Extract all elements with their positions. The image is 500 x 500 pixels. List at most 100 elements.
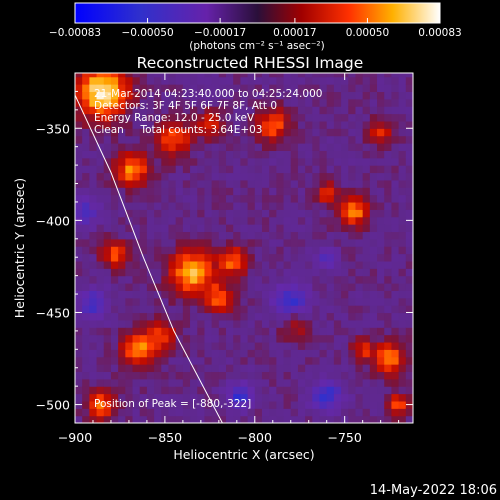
heatmap-cell (211, 341, 220, 350)
heatmap-cell (362, 157, 371, 166)
heatmap-cell (297, 393, 306, 402)
heatmap-cell (161, 356, 170, 365)
heatmap-cell (233, 297, 241, 306)
heatmap-cell (369, 297, 378, 306)
heatmap-cell (175, 216, 184, 225)
heatmap-cell (89, 194, 98, 203)
heatmap-cell (269, 305, 277, 314)
heatmap-cell (139, 209, 148, 218)
heatmap-cell (341, 76, 349, 85)
heatmap-cell (355, 120, 364, 129)
heatmap-cell (305, 290, 313, 299)
heatmap-cell (312, 356, 321, 365)
heatmap-cell (247, 106, 256, 115)
heatmap-cell (362, 400, 371, 409)
heatmap-cell (290, 290, 299, 299)
heatmap-cell (391, 349, 400, 358)
heatmap-cell (125, 275, 134, 284)
heatmap-cell (326, 194, 335, 203)
heatmap-cell (161, 386, 170, 395)
heatmap-cell (139, 231, 148, 240)
heatmap-cell (218, 349, 227, 358)
heatmap-cell (161, 238, 170, 247)
heatmap-cell (312, 260, 321, 269)
heatmap-cell (305, 113, 313, 122)
heatmap-cell (276, 319, 285, 328)
heatmap-cell (154, 76, 162, 85)
heatmap-cell (211, 334, 220, 343)
heatmap-cell (333, 201, 342, 210)
heatmap-cell (369, 334, 378, 343)
heatmap-cell (261, 400, 270, 409)
heatmap-cell (118, 378, 126, 387)
heatmap-cell (405, 179, 413, 188)
heatmap-cell (333, 143, 342, 151)
heatmap-cell (326, 106, 335, 115)
heatmap-cell (312, 209, 321, 218)
heatmap-cell (305, 371, 313, 380)
heatmap-cell (319, 179, 328, 188)
heatmap-cell (190, 305, 198, 314)
annotation-block: 21-Mar-2014 04:23:40.000 to 04:25:24.000… (94, 88, 322, 136)
heatmap-cell (297, 209, 306, 218)
heatmap-cell (96, 386, 105, 395)
heatmap-cell (261, 253, 270, 262)
heatmap-cell (254, 150, 263, 159)
heatmap-cell (118, 187, 126, 196)
heatmap-cell (297, 305, 306, 314)
heatmap-cell (226, 305, 234, 314)
heatmap-cell (398, 224, 407, 233)
heatmap-cell (125, 327, 134, 336)
heatmap-cell (290, 224, 299, 233)
heatmap-cell (182, 165, 191, 174)
heatmap-cell (96, 106, 105, 115)
heatmap-cell (204, 106, 213, 115)
heatmap-cell (283, 194, 292, 203)
heatmap-cell (197, 356, 206, 365)
heatmap-cell (168, 91, 177, 100)
heatmap-cell (233, 157, 241, 166)
heatmap-cell (146, 91, 155, 100)
heatmap-cell (319, 253, 328, 262)
heatmap-cell (233, 76, 241, 85)
heatmap-cell (254, 113, 263, 122)
heatmap-cell (377, 349, 385, 358)
heatmap-cell (218, 415, 227, 423)
heatmap-cell (139, 371, 148, 380)
heatmap-cell (261, 135, 270, 144)
heatmap-cell (146, 209, 155, 218)
heatmap-cell (240, 128, 249, 137)
heatmap-cell (362, 275, 371, 284)
heatmap-cell (132, 143, 141, 151)
heatmap-cell (75, 106, 83, 115)
heatmap-cell (290, 150, 299, 159)
heatmap-cell (384, 275, 393, 284)
heatmap-cell (154, 106, 162, 115)
heatmap-cell (190, 238, 198, 247)
heatmap-cell (405, 172, 413, 181)
heatmap-cell (254, 98, 263, 107)
heatmap-cell (297, 349, 306, 358)
heatmap-cell (75, 73, 83, 78)
heatmap-cell (398, 319, 407, 328)
heatmap-cell (398, 135, 407, 144)
heatmap-cell (218, 165, 227, 174)
heatmap-cell (276, 400, 285, 409)
heatmap-cell (218, 179, 227, 188)
heatmap-cell (276, 194, 285, 203)
heatmap-cell (290, 231, 299, 240)
heatmap-cell (190, 120, 198, 129)
heatmap-cell (319, 143, 328, 151)
heatmap-cell (110, 327, 119, 336)
heatmap-cell (233, 327, 241, 336)
heatmap-cell (290, 312, 299, 321)
heatmap-cell (290, 305, 299, 314)
heatmap-cell (276, 120, 285, 129)
heatmap-cell (139, 216, 148, 225)
x-axis-ticks: −900 −850 −800 −750 (58, 73, 400, 445)
heatmap-cell (319, 76, 328, 85)
heatmap-cell (326, 246, 335, 255)
heatmap-cell (118, 400, 126, 409)
heatmap-cell (175, 194, 184, 203)
heatmap-cell (82, 98, 90, 107)
